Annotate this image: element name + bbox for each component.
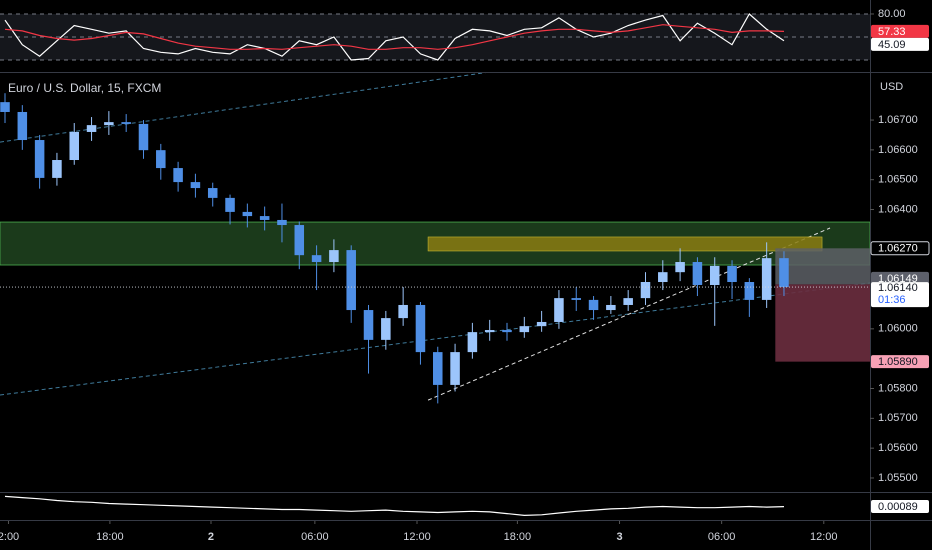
candle-body [519,326,530,333]
candle-body [0,102,10,112]
candle-body [727,265,737,283]
last-price-bg [871,282,929,308]
x-tick-label: 18:00 [504,531,532,543]
x-tick-label: 12:00 [403,531,431,543]
last-value-label-bg [871,37,929,51]
y-tick-label: 1.05800 [878,382,918,394]
candle-body [156,150,166,169]
highlight-box [427,236,823,252]
y-tick-label: 80.00 [878,8,906,20]
x-tick-label: 2 [208,531,214,543]
trendline [427,227,831,401]
candle-body [173,168,183,183]
y-tick-label: 1.06000 [878,323,918,335]
pane [0,13,870,61]
y-tick-label: 1.05600 [878,442,918,454]
candle-body [121,122,131,124]
stop-label: 1.05890 [878,356,918,368]
candle-body [484,330,495,333]
indicator-line [4,13,785,61]
candle-body [623,298,633,305]
pane [0,73,870,404]
trendline [0,282,870,396]
entry-label: 1.06149 [878,273,918,285]
candle-body [502,330,512,333]
candle-body [52,160,62,178]
y-tick-label: 1.06400 [878,203,918,215]
candle-body [606,304,616,311]
candle-body [433,352,443,385]
axis-unit: USD [880,81,903,93]
candle-body [104,122,114,126]
last-value-label: 45.09 [878,39,906,51]
last-value-label: 0.00089 [878,501,918,513]
last-value-label-bg [871,500,929,514]
layers [0,13,870,517]
candle-body [692,262,703,285]
candle-body [709,265,720,285]
trendline [0,73,487,143]
candle-body [744,282,755,300]
target-label: 1.06270 [878,243,918,255]
candle-body [779,258,789,288]
x-tick-label: 12:00 [810,531,838,543]
position-profit [775,248,870,285]
x-tick-label: 06:00 [708,531,736,543]
stop-label-bg [871,355,929,369]
candle-body [34,140,45,178]
candle-body [398,304,408,319]
candle-body [86,125,97,132]
y-tick-label: 1.05500 [878,472,918,484]
candle-body [415,304,426,353]
indicator-line [4,495,785,517]
candle-body [536,321,547,327]
candle-body [554,298,564,322]
pane [4,495,785,517]
candle-body [138,123,149,151]
target-label-bg [870,241,930,256]
candle-body [17,111,28,141]
x-tick-label: 06:00 [301,531,329,543]
candle-body [363,310,374,340]
candle-body [329,250,339,263]
candle-body [658,272,668,283]
candle-body [207,188,218,198]
candle-body [571,298,582,300]
indicator-line [4,24,785,50]
candle-body [190,182,201,189]
x-tick-label: 18:00 [96,531,124,543]
candle-body [450,352,460,385]
y-tick-label: 1.06600 [878,144,918,156]
y-tick-label: 1.06500 [878,174,918,186]
candle-body [346,250,356,311]
candle-body [311,255,322,263]
entry-label-bg [871,271,929,285]
candle-body [259,216,270,220]
candle-body [225,197,235,212]
last-price-label: 1.06140 [878,282,918,294]
position-loss [775,284,870,362]
bar-countdown: 01:36 [878,294,906,306]
candle-body [277,219,287,226]
x-tick-label: 2:00 [0,531,19,543]
candle-body [588,299,599,311]
chart-title: Euro / U.S. Dollar, 15, FXCM [8,81,161,95]
candle-body [294,225,305,256]
last-value-label-bg [871,24,929,38]
candle-body [675,262,685,273]
candle-body [69,131,80,161]
candle-body [242,211,253,217]
candle-body [467,332,478,353]
y-tick-label: 1.06700 [878,114,918,126]
y-tick-label: 1.05700 [878,412,918,424]
last-value-label: 57.33 [878,26,906,38]
candle-body [381,318,391,340]
candle-body [761,258,772,300]
x-tick-label: 3 [616,531,622,543]
candle-body [640,282,651,299]
